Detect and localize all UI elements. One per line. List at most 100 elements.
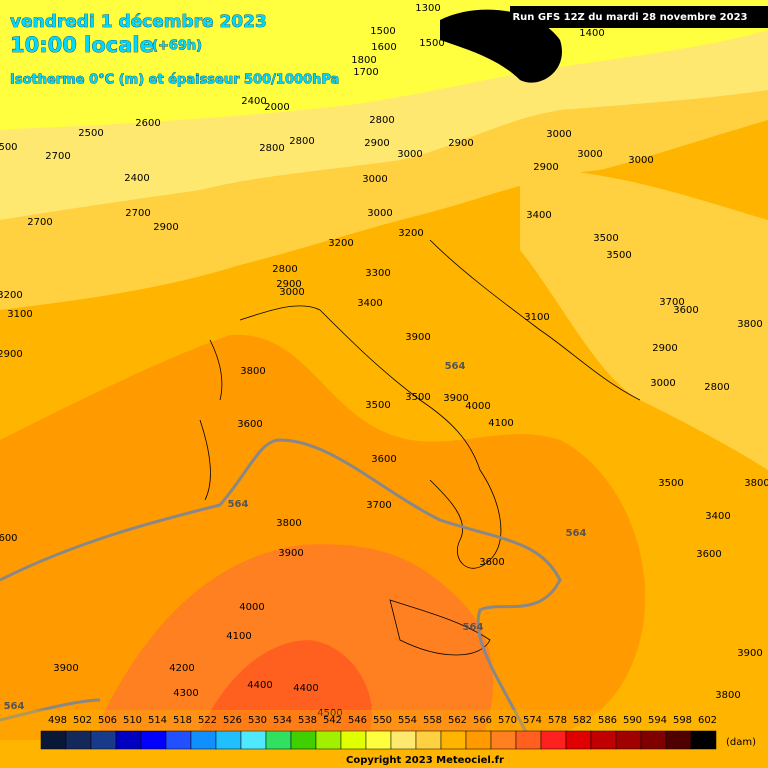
coastlines bbox=[199, 239, 641, 656]
legend-swatch bbox=[515, 730, 542, 750]
contour-label: 2400 bbox=[241, 96, 266, 107]
legend-label: 590 bbox=[623, 715, 642, 726]
legend-label: 546 bbox=[348, 715, 367, 726]
legend-swatch bbox=[390, 730, 417, 750]
contour-label: 3700 bbox=[366, 500, 391, 511]
contour-label: 2500 bbox=[78, 128, 103, 139]
contour-label: 2600 bbox=[135, 118, 160, 129]
contour-label: 2700 bbox=[125, 208, 150, 219]
contour-label: 4000 bbox=[465, 401, 490, 412]
contour-label: 2900 bbox=[0, 349, 23, 360]
contour-label: 2800 bbox=[259, 143, 284, 154]
contour-label: 3900 bbox=[53, 663, 78, 674]
isotherm-label: 564 bbox=[228, 499, 249, 510]
legend-swatch bbox=[115, 730, 142, 750]
legend-label: 514 bbox=[148, 715, 167, 726]
legend-swatch bbox=[265, 730, 292, 750]
contour-label: 4400 bbox=[247, 680, 272, 691]
contour-label: 3000 bbox=[367, 208, 392, 219]
zone-yellow bbox=[0, 0, 768, 130]
contour-label: 3000 bbox=[397, 149, 422, 160]
legend-swatch bbox=[590, 730, 617, 750]
legend-swatch bbox=[340, 730, 367, 750]
contour-label: 2900 bbox=[364, 138, 389, 149]
legend-label: 558 bbox=[423, 715, 442, 726]
legend-label: 538 bbox=[298, 715, 317, 726]
legend-label: 586 bbox=[598, 715, 617, 726]
contour-label: 2900 bbox=[153, 222, 178, 233]
contour-label: 2800 bbox=[369, 115, 394, 126]
copyright: Copyright 2023 Meteociel.fr bbox=[346, 755, 504, 766]
legend-label: 582 bbox=[573, 715, 592, 726]
legend-label: 518 bbox=[173, 715, 192, 726]
contour-label: 3800 bbox=[276, 518, 301, 529]
legend-label: 598 bbox=[673, 715, 692, 726]
contour-label: 2900 bbox=[276, 279, 301, 290]
contour-label: 3500 bbox=[405, 392, 430, 403]
contour-label: 2700 bbox=[27, 217, 52, 228]
contour-label: 3800 bbox=[715, 690, 740, 701]
legend-label: 542 bbox=[323, 715, 342, 726]
contour-label: 3600 bbox=[237, 419, 262, 430]
legend-swatch bbox=[615, 730, 642, 750]
forecast-lead: (+69h) bbox=[152, 39, 202, 54]
legend-swatch bbox=[190, 730, 217, 750]
contour-label: 3500 bbox=[593, 233, 618, 244]
run-info: Run GFS 12Z du mardi 28 novembre 2023 bbox=[512, 12, 747, 23]
contour-label: 1300 bbox=[415, 3, 440, 14]
legend-swatch bbox=[640, 730, 667, 750]
contour-label: 3900 bbox=[443, 393, 468, 404]
map-subtitle: Isotherme 0°C (m) et épaisseur 500/1000h… bbox=[10, 73, 339, 88]
contour-label: 3800 bbox=[737, 319, 762, 330]
legend-swatch bbox=[565, 730, 592, 750]
contour-label: 4200 bbox=[169, 663, 194, 674]
contour-label: 3400 bbox=[705, 511, 730, 522]
contour-label: 3600 bbox=[371, 454, 396, 465]
contour-label: 3500 bbox=[658, 478, 683, 489]
contour-label: 3500 bbox=[365, 400, 390, 411]
run-box bbox=[510, 6, 768, 28]
contour-label: 3000 bbox=[628, 155, 653, 166]
legend-swatch bbox=[165, 730, 192, 750]
contour-label: 500 bbox=[0, 142, 18, 153]
contour-label: 1800 bbox=[351, 55, 376, 66]
legend-swatch bbox=[440, 730, 467, 750]
contour-label: 2900 bbox=[652, 343, 677, 354]
legend-label: 566 bbox=[473, 715, 492, 726]
isotherm-label: 564 bbox=[445, 361, 466, 372]
contour-label: 1500 bbox=[370, 26, 395, 37]
contour-label: 4000 bbox=[239, 602, 264, 613]
legend-label: 526 bbox=[223, 715, 242, 726]
contour-label: 3600 bbox=[479, 557, 504, 568]
legend-label: 522 bbox=[198, 715, 217, 726]
contour-label: 2800 bbox=[704, 382, 729, 393]
contour-label: 3100 bbox=[7, 309, 32, 320]
contour-label: 3200 bbox=[398, 228, 423, 239]
contour-label: 3100 bbox=[524, 312, 549, 323]
contour-label: 1400 bbox=[579, 28, 604, 39]
legend-swatch bbox=[415, 730, 442, 750]
legend-label: 554 bbox=[398, 715, 417, 726]
legend-label: 578 bbox=[548, 715, 567, 726]
legend-label: 574 bbox=[523, 715, 542, 726]
contour-label: 2800 bbox=[272, 264, 297, 275]
contour-label: 3900 bbox=[737, 648, 762, 659]
zone-red-orange bbox=[200, 640, 372, 730]
contour-label: 3700 bbox=[659, 297, 684, 308]
contour-label: 3400 bbox=[526, 210, 551, 221]
contour-label: 3200 bbox=[328, 238, 353, 249]
legend-swatch bbox=[140, 730, 167, 750]
legend-label: 570 bbox=[498, 715, 517, 726]
contour-label: 600 bbox=[0, 533, 18, 544]
legend-swatch bbox=[365, 730, 392, 750]
legend-unit: (dam) bbox=[726, 737, 756, 748]
isotherm-564 bbox=[0, 438, 562, 741]
legend-label: 550 bbox=[373, 715, 392, 726]
contour-label: 3500 bbox=[606, 250, 631, 261]
contour-label: 3000 bbox=[650, 378, 675, 389]
contour-label: 2700 bbox=[45, 151, 70, 162]
contour-label: 2900 bbox=[448, 138, 473, 149]
contour-label: 3400 bbox=[357, 298, 382, 309]
